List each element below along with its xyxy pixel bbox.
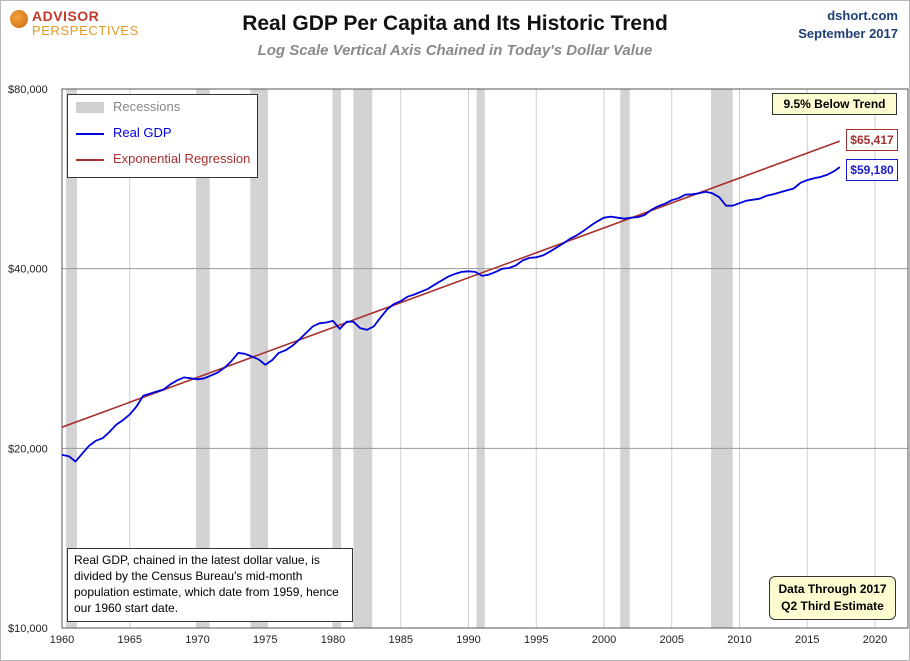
x-tick-label: 1975: [253, 634, 277, 646]
source-label: dshort.com: [827, 8, 898, 23]
methodology-note: Real GDP, chained in the latest dollar v…: [67, 548, 353, 622]
trend-end-value: $65,417: [846, 129, 898, 151]
data-through-line2: Q2 Third Estimate: [781, 599, 884, 613]
date-label: September 2017: [798, 26, 898, 41]
logo-line1: ADVISOR: [32, 8, 100, 24]
y-tick-label: $80,000: [8, 84, 48, 96]
legend: Recessions Real GDP Exponential Regressi…: [67, 94, 258, 178]
logo-line2: PERSPECTIVES: [32, 23, 139, 38]
legend-label-recessions: Recessions: [113, 99, 181, 114]
y-tick-label: $10,000: [8, 623, 48, 635]
x-tick-label: 1995: [524, 634, 548, 646]
chart-subtitle: Log Scale Vertical Axis Chained in Today…: [257, 42, 653, 59]
recession-band: [333, 89, 342, 628]
recession-band: [620, 89, 630, 628]
x-tick-label: 2015: [795, 634, 819, 646]
regression-line: [61, 140, 841, 428]
x-tick-label: 1980: [321, 634, 345, 646]
legend-swatch-real-gdp: [76, 133, 104, 135]
gdp-end-value: $59,180: [846, 159, 898, 181]
x-tick-label: 2020: [863, 634, 887, 646]
recession-band: [476, 89, 485, 628]
methodology-note-text: Real GDP, chained in the latest dollar v…: [74, 553, 339, 615]
x-tick-label: 2010: [727, 634, 751, 646]
x-tick-label: 1990: [456, 634, 480, 646]
legend-label-regression: Exponential Regression: [113, 151, 251, 166]
series-lines: [61, 140, 841, 463]
recession-band: [196, 89, 210, 628]
x-tick-label: 1965: [118, 634, 142, 646]
legend-label-real-gdp: Real GDP: [113, 125, 172, 140]
recession-band: [66, 89, 77, 628]
data-through-callout: Data Through 2017 Q2 Third Estimate: [769, 576, 896, 620]
recession-band: [250, 89, 268, 628]
x-tick-label: 2005: [660, 634, 684, 646]
x-tick-label: 1960: [50, 634, 74, 646]
plot-area-border: [61, 88, 909, 629]
x-tick-label: 2000: [592, 634, 616, 646]
x-tick-label: 1970: [185, 634, 209, 646]
chart-title: Real GDP Per Capita and Its Historic Tre…: [242, 12, 668, 35]
y-tick-label: $20,000: [8, 443, 48, 455]
axis-ticks: 1960 1965 1970 1975 1980 1985 1990 1995 2000 2005…: [8, 84, 887, 646]
x-tick-label: 1985: [389, 634, 413, 646]
data-through-line1: Data Through 2017: [778, 582, 887, 596]
recession-band: [353, 89, 373, 628]
recession-bands: [66, 89, 733, 628]
real-gdp-line: [61, 166, 841, 463]
logo-icon: [10, 10, 28, 28]
trend-gap-callout: 9.5% Below Trend: [772, 93, 897, 115]
recession-band: [711, 89, 733, 628]
y-tick-label: $40,000: [8, 264, 48, 276]
legend-swatch-recessions: [76, 102, 104, 113]
legend-swatch-regression: [76, 159, 104, 161]
